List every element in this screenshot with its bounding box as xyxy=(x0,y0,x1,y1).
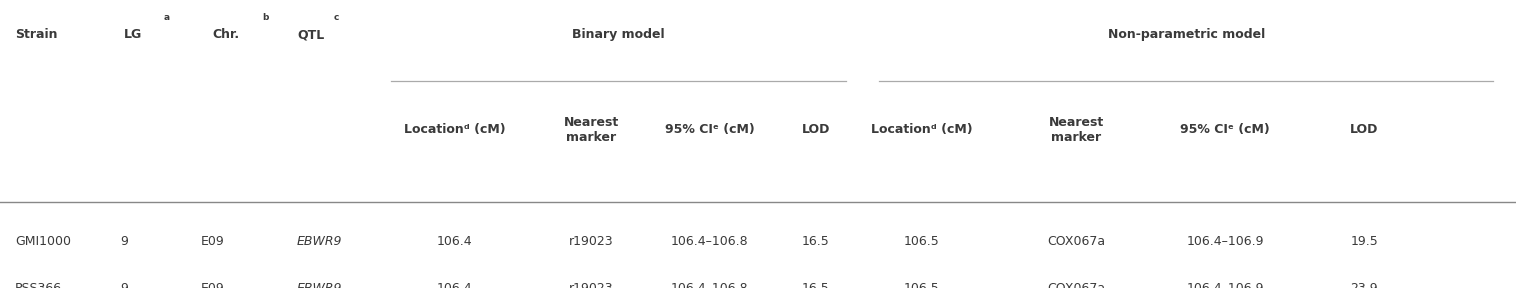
Text: Strain: Strain xyxy=(15,28,58,41)
Text: 106.4–106.9: 106.4–106.9 xyxy=(1186,281,1264,288)
Text: 16.5: 16.5 xyxy=(802,281,829,288)
Text: GMI1000: GMI1000 xyxy=(15,235,71,249)
Text: 106.4: 106.4 xyxy=(437,235,473,249)
Text: QTL: QTL xyxy=(297,28,324,41)
Text: LOD: LOD xyxy=(1351,123,1378,136)
Text: 106.5: 106.5 xyxy=(904,235,940,249)
Text: Binary model: Binary model xyxy=(572,28,666,41)
Text: b: b xyxy=(262,13,268,22)
Text: r19023: r19023 xyxy=(568,281,614,288)
Text: 106.4–106.8: 106.4–106.8 xyxy=(670,281,749,288)
Text: EBWR9: EBWR9 xyxy=(297,235,343,249)
Text: 106.4–106.9: 106.4–106.9 xyxy=(1186,235,1264,249)
Text: Locationᵈ (cM): Locationᵈ (cM) xyxy=(403,123,506,136)
Text: r19023: r19023 xyxy=(568,235,614,249)
Text: 106.5: 106.5 xyxy=(904,281,940,288)
Text: Chr.: Chr. xyxy=(212,28,240,41)
Text: 23.9: 23.9 xyxy=(1351,281,1378,288)
Text: 9: 9 xyxy=(120,281,129,288)
Text: 16.5: 16.5 xyxy=(802,235,829,249)
Text: c: c xyxy=(334,13,340,22)
Text: COX067a: COX067a xyxy=(1048,235,1105,249)
Text: LG: LG xyxy=(124,28,143,41)
Text: 106.4: 106.4 xyxy=(437,281,473,288)
Text: Nearest
marker: Nearest marker xyxy=(1049,115,1104,144)
Text: 9: 9 xyxy=(120,235,129,249)
Text: E09: E09 xyxy=(200,281,224,288)
Text: 106.4–106.8: 106.4–106.8 xyxy=(670,235,749,249)
Text: 95% CIᵉ (cM): 95% CIᵉ (cM) xyxy=(664,123,755,136)
Text: Locationᵈ (cM): Locationᵈ (cM) xyxy=(870,123,973,136)
Text: COX067a: COX067a xyxy=(1048,281,1105,288)
Text: PSS366: PSS366 xyxy=(15,281,62,288)
Text: 95% CIᵉ (cM): 95% CIᵉ (cM) xyxy=(1179,123,1270,136)
Text: E09: E09 xyxy=(200,235,224,249)
Text: a: a xyxy=(164,13,170,22)
Text: 19.5: 19.5 xyxy=(1351,235,1378,249)
Text: EBWR9: EBWR9 xyxy=(297,281,343,288)
Text: Nearest
marker: Nearest marker xyxy=(564,115,619,144)
Text: LOD: LOD xyxy=(802,123,829,136)
Text: Non-parametric model: Non-parametric model xyxy=(1108,28,1264,41)
